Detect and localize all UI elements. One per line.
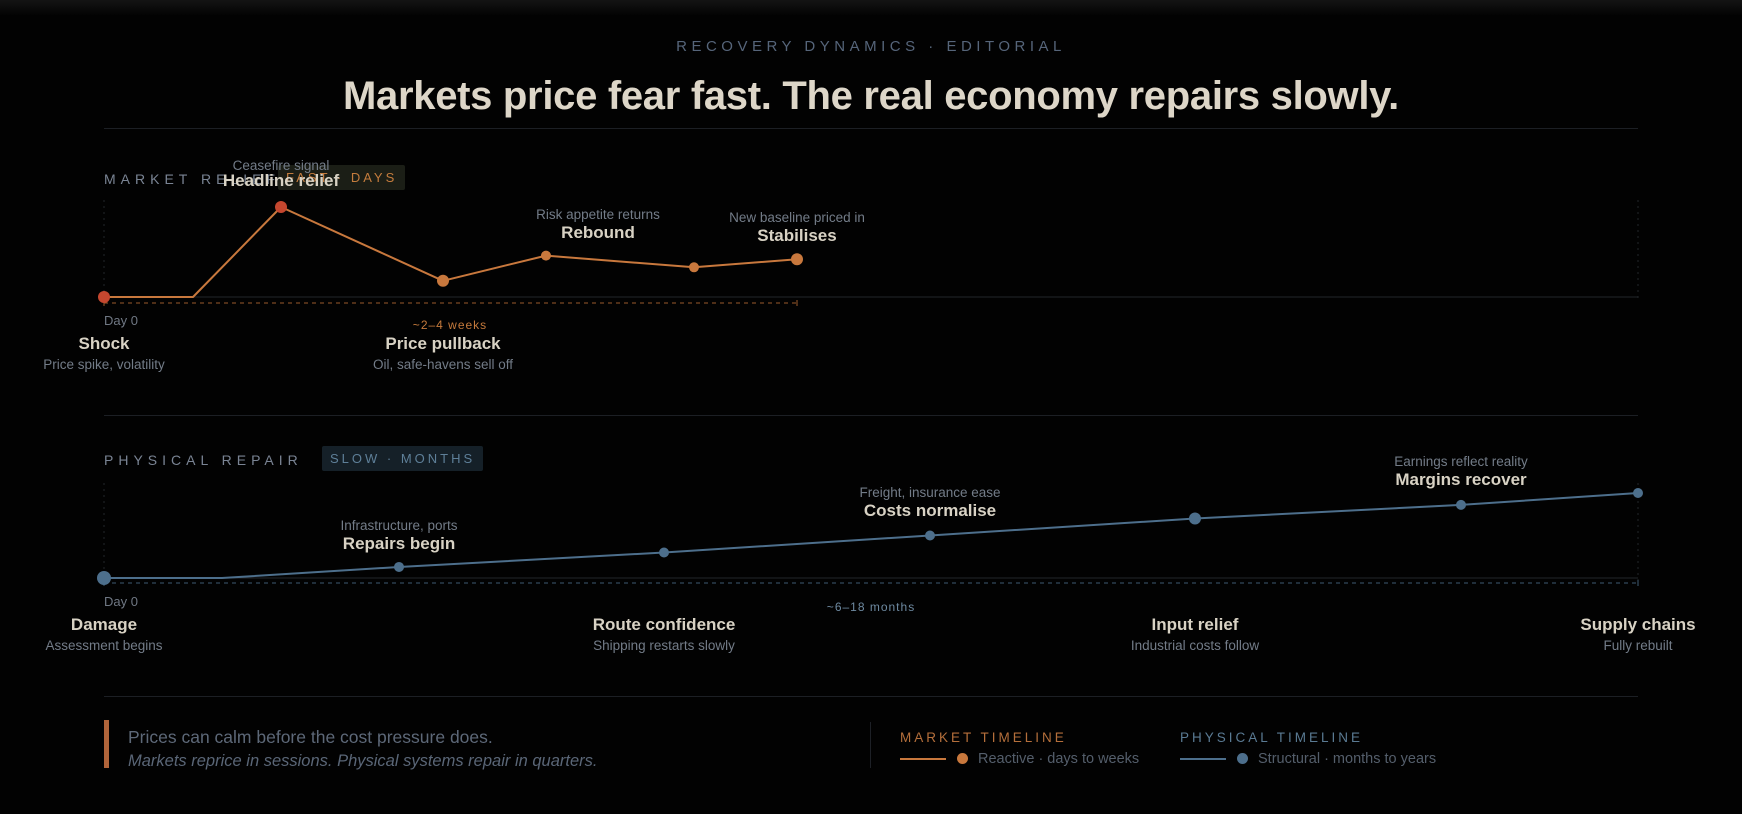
m-series-point <box>791 253 803 266</box>
physical-day0-label: Day 0 <box>104 594 138 609</box>
m-series-point <box>98 291 110 303</box>
physical-speed-badge: SLOW · MONTHS <box>322 446 484 471</box>
point-title: Costs normalise <box>863 501 997 520</box>
market-point-headline-relief: Ceasefire signal Headline relief <box>223 158 339 191</box>
footer-emphasis: Markets reprice in sessions. Physical sy… <box>128 752 598 770</box>
point-sub: Assessment begins <box>45 638 163 653</box>
point-sub: Ceasefire signal <box>232 158 330 173</box>
footer-accent-bar <box>104 720 109 768</box>
top-fade <box>0 0 1742 16</box>
market-point-stabilises: New baseline priced in Stabilises <box>729 210 865 246</box>
physical-point-margins-recover: Earnings reflect reality Margins recover <box>1394 454 1528 490</box>
legend-physical-title: PHYSICAL TIMELINE <box>1180 730 1364 745</box>
point-sub: Industrial costs follow <box>1130 638 1260 653</box>
point-sub: Price spike, volatility <box>43 357 165 372</box>
physical-point-input-relief: Input relief Industrial costs follow <box>1131 615 1259 653</box>
p-series-point <box>97 571 111 585</box>
point-sub: Freight, insurance ease <box>859 485 1001 500</box>
point-sub: New baseline priced in <box>729 210 865 225</box>
point-sub: Oil, safe-havens sell off <box>372 357 514 372</box>
divider <box>104 415 1638 416</box>
market-speed-badge: FAST · DAYS <box>278 165 406 190</box>
m-series-point <box>437 274 449 287</box>
point-title: Repairs begin <box>342 534 456 553</box>
p-series-point <box>1189 512 1201 525</box>
legend-market-text: Reactive · days to weeks <box>978 751 1140 767</box>
point-title: Rebound <box>561 223 635 242</box>
physical-point-repairs-begin: Infrastructure, ports Repairs begin <box>340 518 457 554</box>
m-series-point <box>541 250 551 261</box>
market-section-label: MARKET RELIEF <box>104 171 280 187</box>
m-series-line <box>104 206 798 298</box>
divider <box>104 696 1638 697</box>
point-title: Stabilises <box>757 226 837 245</box>
physical-series <box>97 488 1643 585</box>
p-series-point <box>394 561 404 572</box>
legend-market-title: MARKET TIMELINE <box>900 730 1067 745</box>
physical-point-damage: Damage Assessment begins <box>45 615 162 653</box>
physical-section-label: PHYSICAL REPAIR <box>104 452 303 468</box>
point-title: Supply chains <box>1580 615 1696 634</box>
market-series <box>98 201 803 303</box>
p-series-point <box>1456 499 1466 510</box>
p-series-point <box>1633 488 1643 498</box>
physical-point-route-confidence: Route confidence Shipping restarts slowl… <box>593 615 736 653</box>
physical-duration-label: ~6–18 months <box>826 600 916 614</box>
m-series-point <box>689 262 699 273</box>
market-duration-label: ~2–4 weeks <box>412 318 488 332</box>
point-sub: Risk appetite returns <box>536 207 660 222</box>
page-title: Markets price fear fast. The real econom… <box>343 74 1399 118</box>
point-sub: Infrastructure, ports <box>340 518 458 533</box>
legend-physical-text: Structural · months to years <box>1258 751 1437 767</box>
kicker: RECOVERY DYNAMICS · EDITORIAL <box>676 38 1066 55</box>
point-title: Price pullback <box>385 334 501 353</box>
p-series-point <box>925 530 935 541</box>
market-point-shock: Shock Price spike, volatility <box>43 334 165 372</box>
market-day0-label: Day 0 <box>104 313 138 328</box>
point-sub: Fully rebuilt <box>1603 638 1673 653</box>
footer-statement: Prices can calm before the cost pressure… <box>128 727 493 747</box>
m-series-point <box>275 201 287 213</box>
point-title: Headline relief <box>222 171 340 190</box>
legend-physical-line <box>1180 758 1226 760</box>
physical-point-costs-normalise: Freight, insurance ease Costs normalise <box>859 485 1000 521</box>
point-title: Shock <box>78 334 130 353</box>
p-series-point <box>659 547 669 558</box>
p-series-line <box>104 492 1639 579</box>
point-title: Damage <box>70 615 138 634</box>
point-sub: Shipping restarts slowly <box>593 638 735 653</box>
market-point-price-pullback: Price pullback Oil, safe-havens sell off <box>373 334 513 372</box>
point-title: Margins recover <box>1395 470 1527 489</box>
point-sub: Earnings reflect reality <box>1394 454 1528 469</box>
legend-physical-dot <box>1237 753 1248 764</box>
point-title: Route confidence <box>592 615 736 634</box>
divider <box>104 128 1638 129</box>
point-title: Input relief <box>1151 615 1239 634</box>
legend-market-line <box>900 758 946 760</box>
physical-point-supply-chains: Supply chains Fully rebuilt <box>1580 615 1695 653</box>
footer-separator <box>870 722 871 768</box>
market-point-rebound: Risk appetite returns Rebound <box>536 207 660 243</box>
legend-market-dot <box>957 753 968 764</box>
